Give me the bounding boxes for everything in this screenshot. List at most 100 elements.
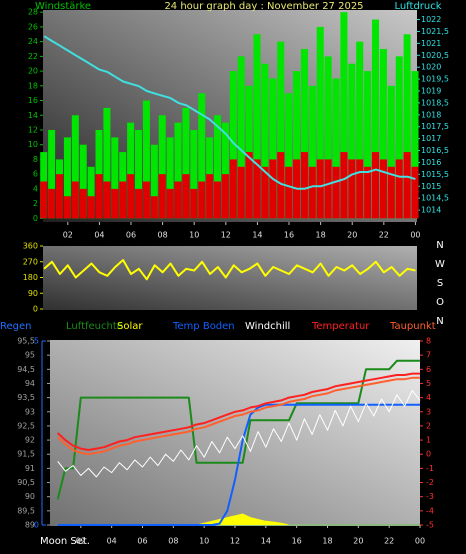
bar bbox=[190, 188, 198, 219]
bar bbox=[411, 166, 419, 219]
bar bbox=[190, 129, 198, 219]
y2-tick-label: -1 bbox=[426, 464, 434, 473]
bar bbox=[364, 166, 372, 219]
bar bbox=[379, 49, 387, 219]
bar bbox=[214, 181, 222, 219]
x-tick-label: 06 bbox=[126, 231, 136, 240]
bar bbox=[182, 174, 190, 219]
bar bbox=[63, 137, 71, 219]
x-tick-label: 04 bbox=[107, 537, 117, 546]
y2-tick-label: 1016,5 bbox=[421, 146, 449, 155]
bar bbox=[206, 174, 214, 219]
y-tick-label: 4 bbox=[33, 184, 38, 193]
y-tick-label: 95 bbox=[25, 351, 35, 360]
y2-tick-label: 1020 bbox=[421, 63, 441, 72]
y-tick-label: 93 bbox=[25, 407, 35, 416]
bar bbox=[95, 174, 103, 219]
bar bbox=[332, 78, 340, 219]
x-tick-label: 20 bbox=[353, 537, 363, 546]
y2-tick-label: 1017 bbox=[421, 134, 441, 143]
y-tick-label: 6 bbox=[33, 170, 38, 179]
legend-entry: Temperatur bbox=[311, 321, 370, 332]
x-tick-label: 22 bbox=[384, 537, 394, 546]
bar bbox=[198, 181, 206, 219]
y-tick-label: 0 bbox=[33, 214, 38, 223]
y3-tick-label: 0 bbox=[34, 521, 39, 530]
y-tick-label: 8 bbox=[33, 155, 38, 164]
y-tick-label: 89,5 bbox=[17, 506, 35, 515]
x-tick-label: 10 bbox=[189, 231, 199, 240]
bar bbox=[356, 159, 364, 219]
legend-entry: Windchill bbox=[245, 321, 290, 332]
legend-entry: Regen bbox=[0, 321, 32, 332]
line bbox=[57, 390, 421, 478]
y-tick-label: 92,5 bbox=[17, 421, 35, 430]
y-tick-label: 28 bbox=[28, 8, 38, 17]
bar bbox=[103, 107, 111, 219]
y-tick-label: 93,5 bbox=[17, 393, 35, 402]
bar bbox=[150, 196, 158, 219]
y-tick-label: 10 bbox=[28, 140, 38, 149]
y2-tick-label: 1018 bbox=[421, 110, 441, 119]
line bbox=[57, 372, 420, 451]
bar bbox=[111, 137, 119, 219]
bar bbox=[395, 159, 403, 219]
bar bbox=[221, 174, 229, 219]
y2-tick-label: 6 bbox=[426, 365, 431, 374]
y2-tick-label: 1019 bbox=[421, 86, 441, 95]
bar bbox=[214, 115, 222, 219]
y-tick-label: 92 bbox=[25, 436, 35, 445]
bar bbox=[395, 56, 403, 219]
y2-tick-label: 1021 bbox=[421, 39, 441, 48]
bar bbox=[79, 188, 87, 219]
bar bbox=[403, 152, 411, 219]
bar bbox=[293, 71, 301, 219]
x-tick-label: 18 bbox=[316, 231, 326, 240]
bar bbox=[285, 166, 293, 219]
y-tick-label: 0 bbox=[33, 305, 38, 314]
bar bbox=[316, 159, 324, 219]
chart-title: 24 hour graph day : November 27 2025 bbox=[164, 1, 363, 12]
bar bbox=[158, 115, 166, 219]
bar bbox=[237, 166, 245, 219]
y-tick-label: 89 bbox=[25, 521, 35, 530]
bar bbox=[79, 144, 87, 219]
y-tick-label: 20 bbox=[28, 67, 38, 76]
y2-tick-label: -2 bbox=[426, 478, 434, 487]
y2-tick-label: -3 bbox=[426, 492, 434, 501]
bar bbox=[174, 181, 182, 219]
y-axis-label: Windstärke bbox=[35, 1, 91, 12]
y2-tick-label: 1015 bbox=[421, 182, 441, 191]
y2-tick-label: 2 bbox=[426, 421, 431, 430]
y-tick-label: 94 bbox=[25, 379, 35, 388]
y-tick-label: 16 bbox=[28, 96, 38, 105]
x-tick-label: 20 bbox=[347, 231, 357, 240]
y2-tick-label: 1014,5 bbox=[421, 194, 449, 203]
x-tick-label: 16 bbox=[292, 537, 302, 546]
y2-tick-label: 1018,5 bbox=[421, 98, 449, 107]
y-tick-label: 90 bbox=[28, 289, 38, 298]
x-tick-label: 00 bbox=[410, 231, 420, 240]
bar bbox=[48, 188, 56, 219]
y-tick-label: 22 bbox=[28, 52, 38, 61]
bar bbox=[221, 122, 229, 219]
x-tick-label: 02 bbox=[63, 231, 73, 240]
x-tick-label: 04 bbox=[94, 231, 104, 240]
bar bbox=[300, 152, 308, 219]
compass-label: N bbox=[436, 316, 443, 327]
bar bbox=[356, 41, 364, 219]
bar bbox=[40, 181, 48, 219]
y-tick-label: 24 bbox=[28, 37, 38, 46]
bar bbox=[166, 137, 174, 219]
bar bbox=[87, 196, 95, 219]
bar bbox=[237, 56, 245, 219]
bar bbox=[150, 144, 158, 219]
legend-entry: Luftfeuchte bbox=[66, 321, 123, 332]
bar bbox=[308, 85, 316, 219]
bar bbox=[277, 152, 285, 219]
bar bbox=[340, 152, 348, 219]
bar bbox=[63, 196, 71, 219]
y2-tick-label: 4 bbox=[426, 393, 431, 402]
y2-tick-label: 1020,5 bbox=[421, 51, 449, 60]
